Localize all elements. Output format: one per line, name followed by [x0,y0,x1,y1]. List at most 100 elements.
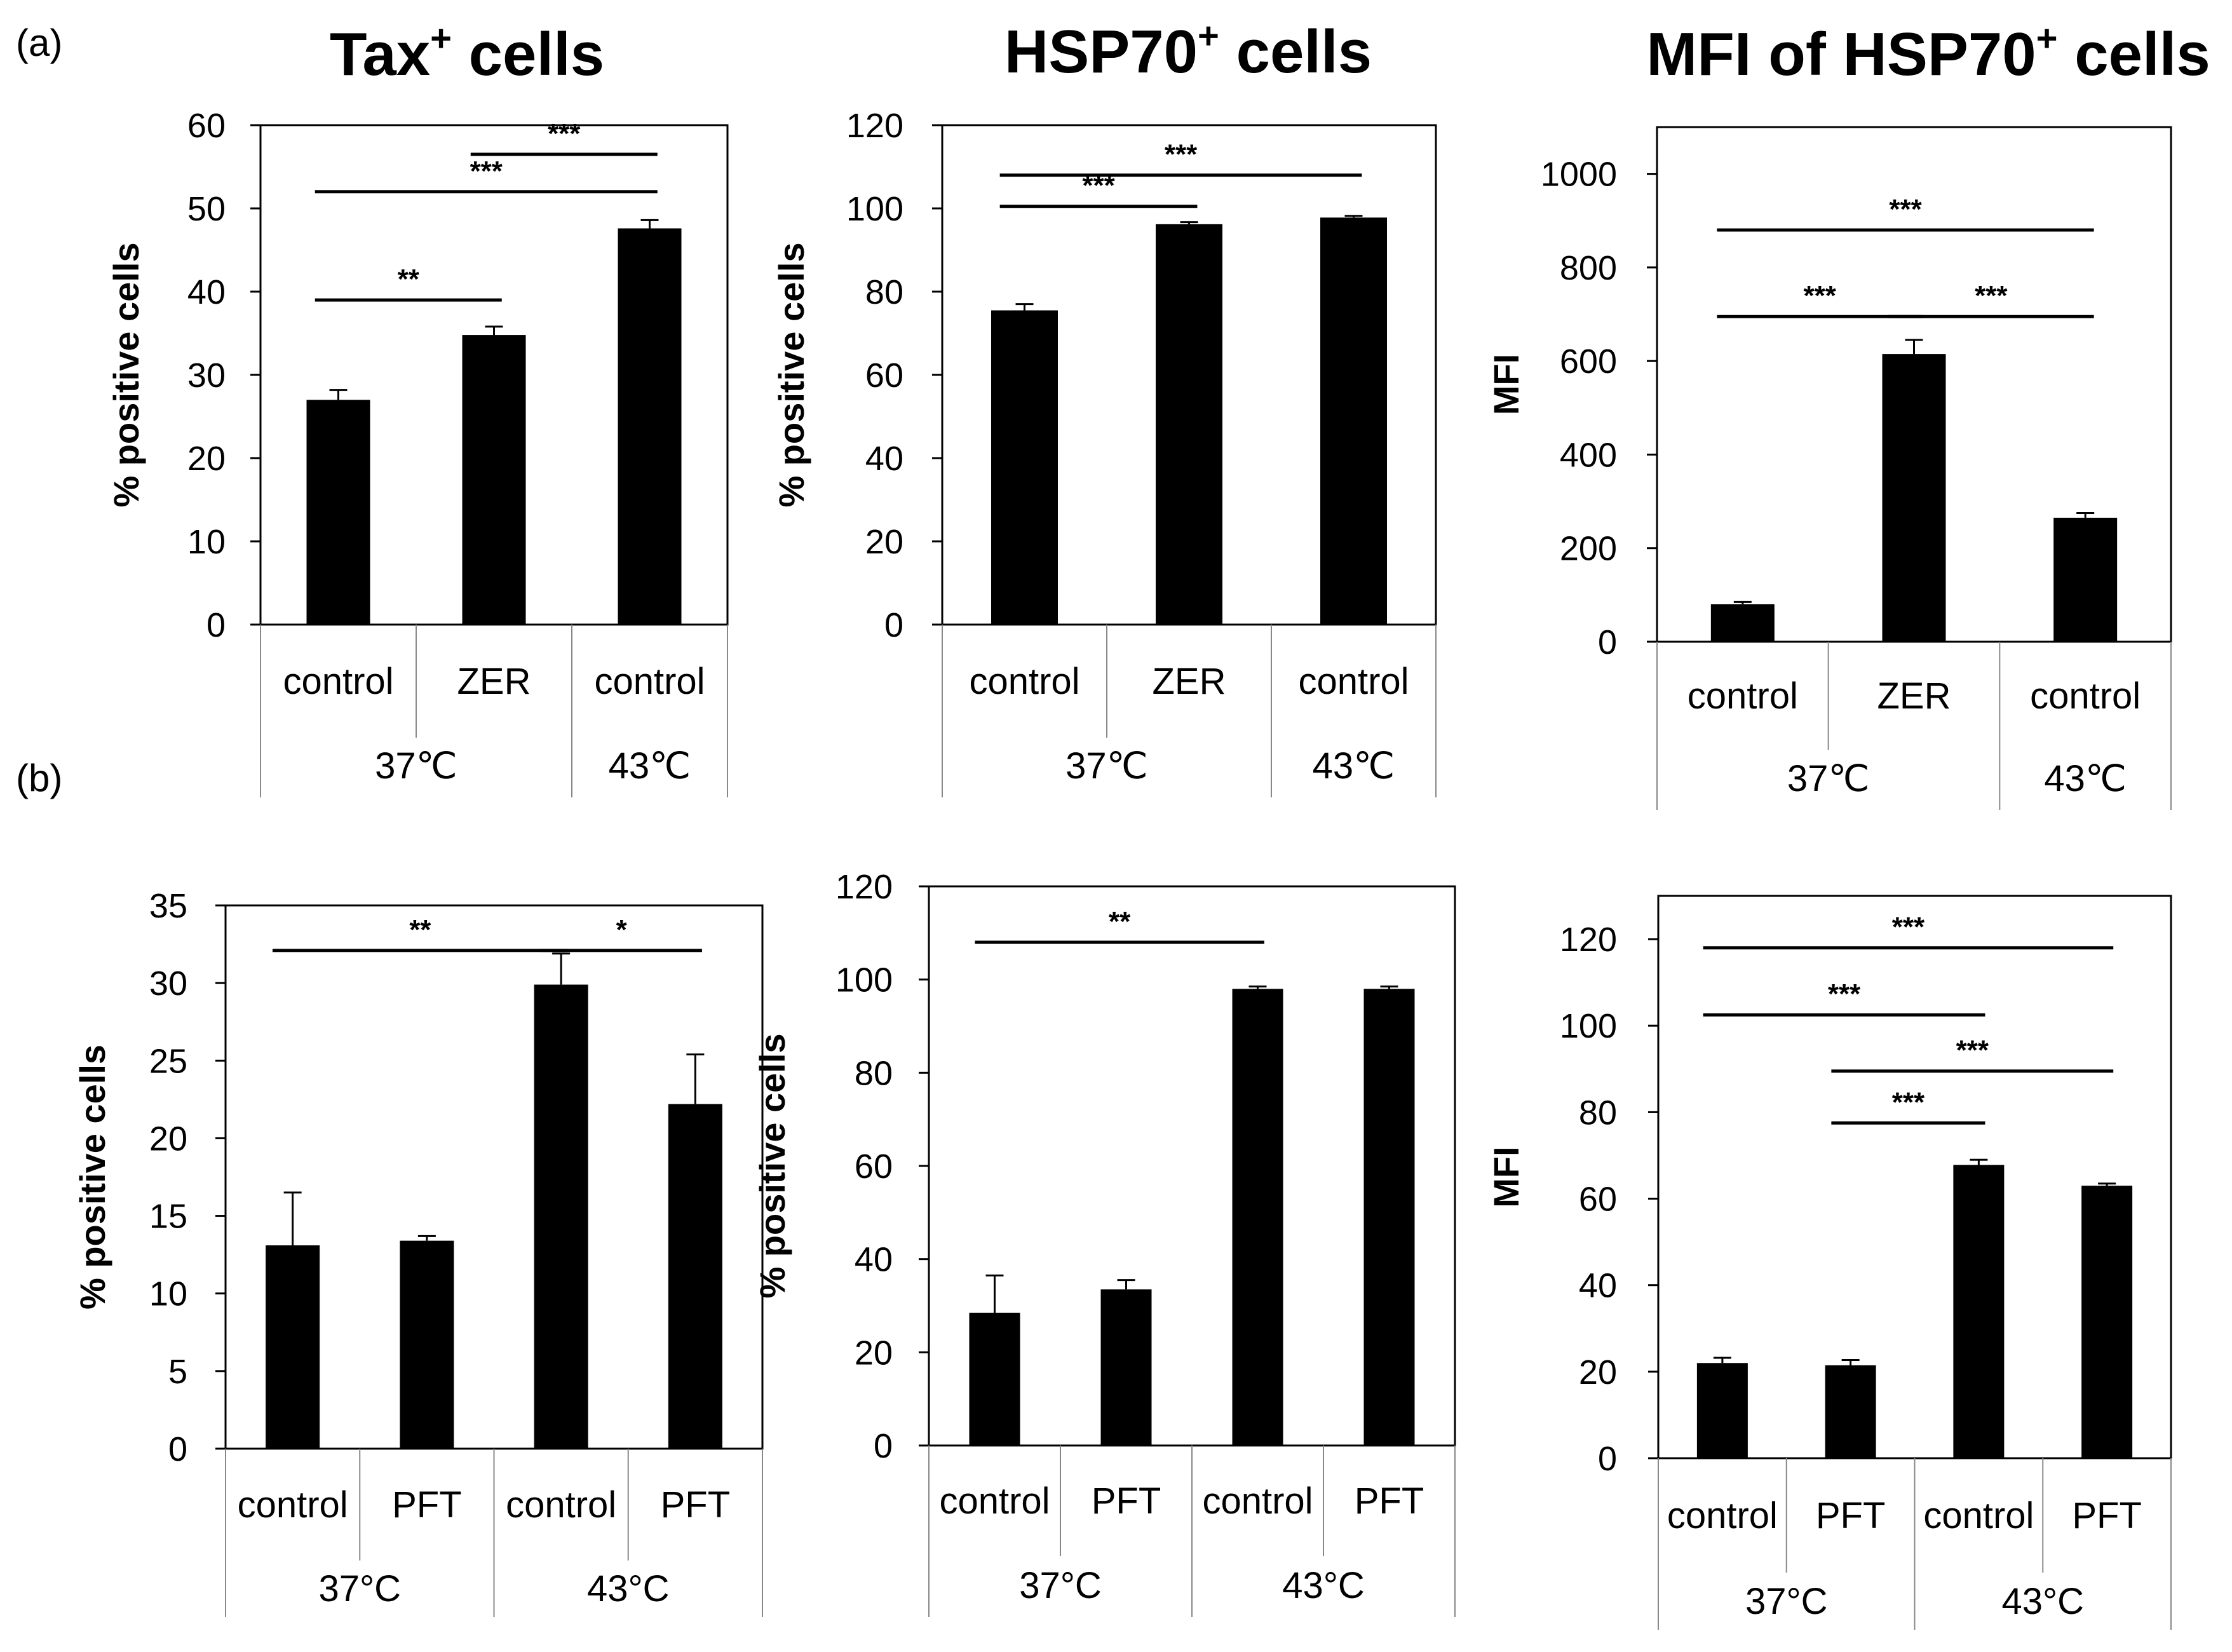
y-tick-label: 40 [865,440,903,478]
chart-b2: 0 20 40 60 80 100 120 % positive cells ** control… [752,868,1456,1617]
y-tick-label: 60 [855,1148,893,1186]
category-label: control [1667,1495,1778,1536]
y-tick-label: 80 [855,1054,893,1092]
y-tick-label: 20 [149,1120,187,1158]
significance-stars: *** [1892,912,1925,943]
bar [1363,989,1415,1446]
bar [306,400,370,625]
y-tick-label: 0 [168,1430,187,1468]
bar [1825,1365,1876,1458]
y-tick-label: 20 [855,1334,893,1372]
y-tick-label: 400 [1560,436,1617,474]
significance-stars: *** [1956,1035,1989,1066]
category-label: PFT [1816,1495,1886,1536]
y-tick-label: 80 [1579,1093,1617,1132]
category-label: control [1298,661,1409,702]
y-tick-label: 120 [835,868,893,906]
significance-stars: *** [1889,194,1922,225]
y-tick-label: 40 [1579,1267,1617,1305]
category-label: PFT [1355,1480,1424,1522]
column-title-tax: Tax+ cells [330,18,604,88]
bar [1710,604,1775,642]
significance-stars: ** [409,914,431,945]
group-label: 43℃ [2044,758,2127,799]
significance-stars: *** [548,118,581,149]
y-tick-label: 20 [865,523,903,561]
bar [534,984,588,1449]
bar [1156,224,1222,625]
significance-stars: * [616,914,628,945]
significance-stars: *** [1975,280,2008,311]
y-tick-label: 1000 [1541,156,1617,194]
panel-label-a: (a) [16,22,62,64]
category-label: PFT [2072,1495,2142,1536]
y-tick-label: 60 [187,107,226,145]
bar [1696,1363,1748,1458]
group-label: 37°C [1019,1565,1102,1606]
group-label: 37℃ [375,745,457,787]
y-tick-label: 0 [1598,1440,1617,1478]
bar [1882,354,1946,642]
panel-label-b: (b) [16,757,62,799]
y-tick-label: 800 [1560,249,1617,287]
group-label: 43℃ [1313,745,1395,787]
bar [462,335,526,625]
category-label: ZER [457,661,531,702]
y-tick-label: 35 [149,887,187,925]
significance-stars: *** [470,156,503,187]
y-axis-label: MFI [1486,354,1526,415]
group-label: 37°C [1745,1581,1828,1622]
category-label: ZER [1877,675,1951,717]
y-tick-label: 120 [846,107,903,145]
chart-a3: 0 200 400 600 800 1000 MFI *** *** *** control ZER c… [1486,126,2172,810]
y-tick-label: 600 [1560,342,1617,381]
y-tick-label: 30 [187,356,226,395]
y-axis-label: % positive cells [106,242,146,507]
significance-stars: *** [1803,280,1836,311]
y-axis-label: MFI [1486,1146,1526,1207]
y-tick-label: 80 [865,273,903,311]
category-label: control [238,1484,348,1526]
category-label: control [283,661,393,702]
bar [969,1313,1020,1446]
y-tick-label: 20 [1579,1353,1617,1391]
y-tick-label: 100 [835,961,893,999]
bar [1953,1165,2005,1458]
bar [400,1240,454,1449]
bar [1232,989,1283,1446]
category-label: control [969,661,1079,702]
group-label: 43°C [1282,1565,1365,1606]
bar [2081,1186,2133,1458]
significance-stars: *** [1892,1087,1925,1118]
bar [266,1245,320,1449]
group-label: 37℃ [1787,758,1870,799]
group-label: 37℃ [1065,745,1148,787]
y-tick-label: 50 [187,190,226,228]
y-tick-label: 200 [1560,530,1617,568]
y-tick-label: 0 [206,606,226,644]
category-label: control [1688,675,1798,717]
y-axis-label: % positive cells [72,1045,112,1310]
significance-stars: *** [1828,978,1861,1010]
category-label: PFT [1092,1480,1161,1522]
bar [991,310,1058,625]
column-title-mfi-hsp70: MFI of HSP70+ cells [1646,18,2210,88]
significance-stars: ** [1109,906,1131,937]
category-label: PFT [392,1484,462,1526]
category-label: control [2030,675,2141,717]
y-tick-label: 40 [187,273,226,311]
column-title-hsp70: HSP70+ cells [1004,15,1372,86]
y-tick-label: 0 [884,606,903,644]
y-tick-label: 15 [149,1198,187,1236]
y-axis-label: % positive cells [771,242,811,507]
bar [1100,1289,1152,1446]
significance-stars: *** [1165,139,1198,170]
category-label: control [594,661,705,702]
y-tick-label: 10 [187,523,226,561]
category-label: control [939,1480,1050,1522]
y-tick-label: 30 [149,965,187,1003]
